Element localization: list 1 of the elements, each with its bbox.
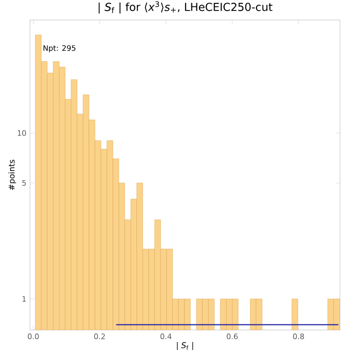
chart-title: | S$_{f}$ | for ⟨x$^{3}$⟩s$_{+}$, LHeCEIC250-cut xyxy=(98,1,272,14)
